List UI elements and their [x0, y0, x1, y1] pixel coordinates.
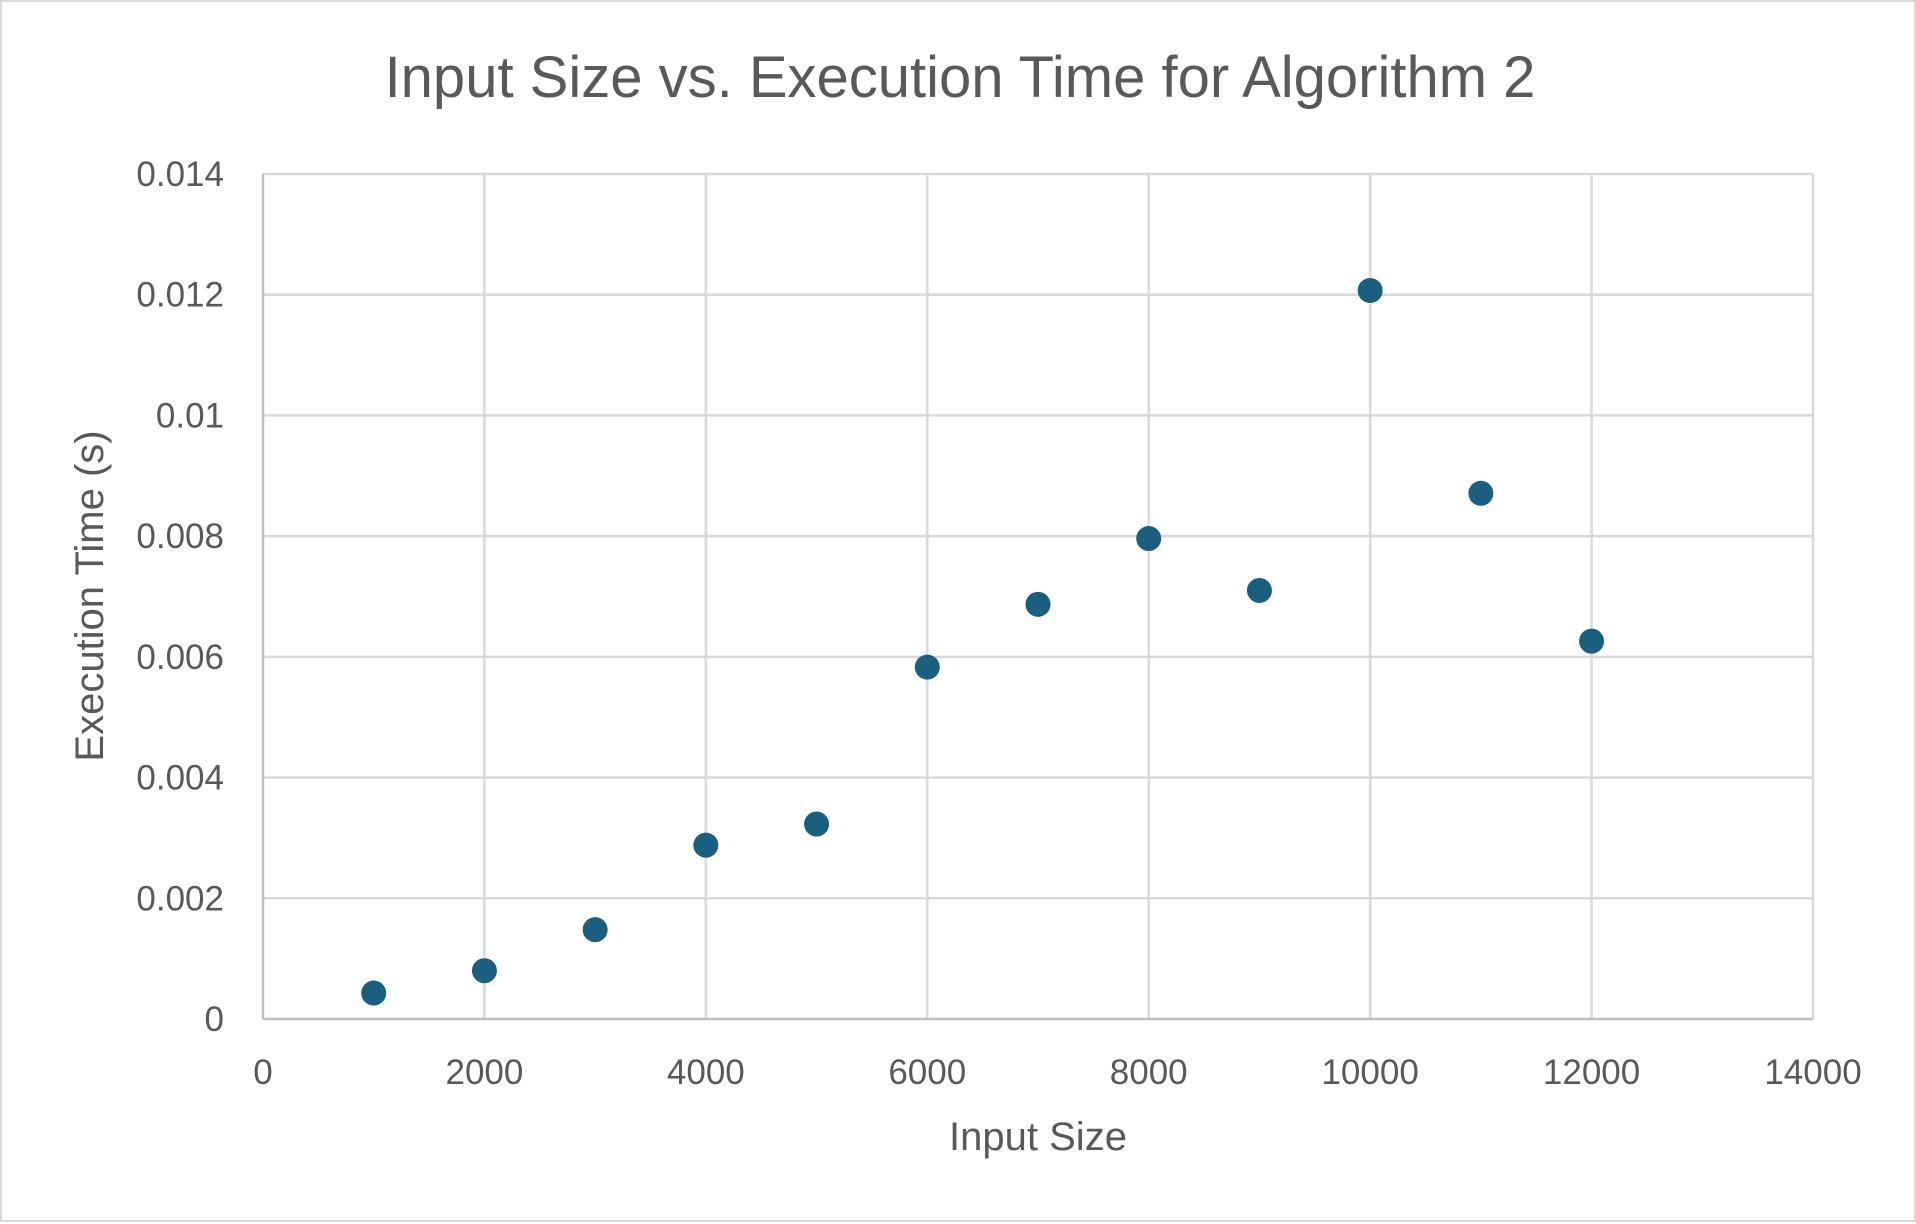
x-axis-title: Input Size: [949, 1115, 1127, 1159]
x-tick-label: 0: [253, 1053, 272, 1092]
data-point: [1468, 480, 1494, 506]
data-point: [804, 811, 830, 837]
data-point: [361, 980, 387, 1006]
y-tick-label: 0.002: [136, 879, 224, 918]
data-point: [693, 832, 719, 858]
data-point: [1136, 526, 1162, 552]
data-points: [361, 277, 1605, 1006]
y-tick-label: 0.012: [136, 276, 224, 315]
x-tick-label: 4000: [667, 1053, 745, 1092]
data-point: [471, 958, 497, 984]
data-point: [1025, 591, 1051, 617]
y-tick-label: 0.004: [136, 759, 224, 798]
data-point: [1246, 577, 1272, 603]
y-tick-label: 0: [205, 1000, 224, 1039]
x-tick-label: 2000: [445, 1053, 523, 1092]
x-tick-label: 6000: [888, 1053, 966, 1092]
y-tick-label: 0.014: [136, 155, 224, 194]
data-point: [582, 917, 608, 943]
x-tick-labels: 0 2000 4000 6000 8000 10000 12000 14000: [253, 1053, 1861, 1092]
data-point: [1357, 277, 1383, 303]
y-tick-label: 0.01: [156, 396, 224, 435]
x-tick-label: 10000: [1321, 1053, 1418, 1092]
x-tick-label: 12000: [1543, 1053, 1640, 1092]
y-tick-label: 0.008: [136, 517, 224, 556]
grid: [263, 172, 1815, 1019]
data-point: [1579, 628, 1605, 654]
data-point: [914, 654, 940, 680]
y-tick-labels: 0 0.002 0.004 0.006 0.008 0.01 0.012 0.014: [136, 155, 224, 1039]
axes: [261, 174, 1813, 1021]
chart-title: Input Size vs. Execution Time for Algori…: [385, 45, 1536, 110]
y-axis-title: Execution Time (s): [68, 430, 112, 761]
y-tick-label: 0.006: [136, 638, 224, 677]
x-tick-label: 8000: [1110, 1053, 1188, 1092]
x-tick-label: 14000: [1764, 1053, 1861, 1092]
